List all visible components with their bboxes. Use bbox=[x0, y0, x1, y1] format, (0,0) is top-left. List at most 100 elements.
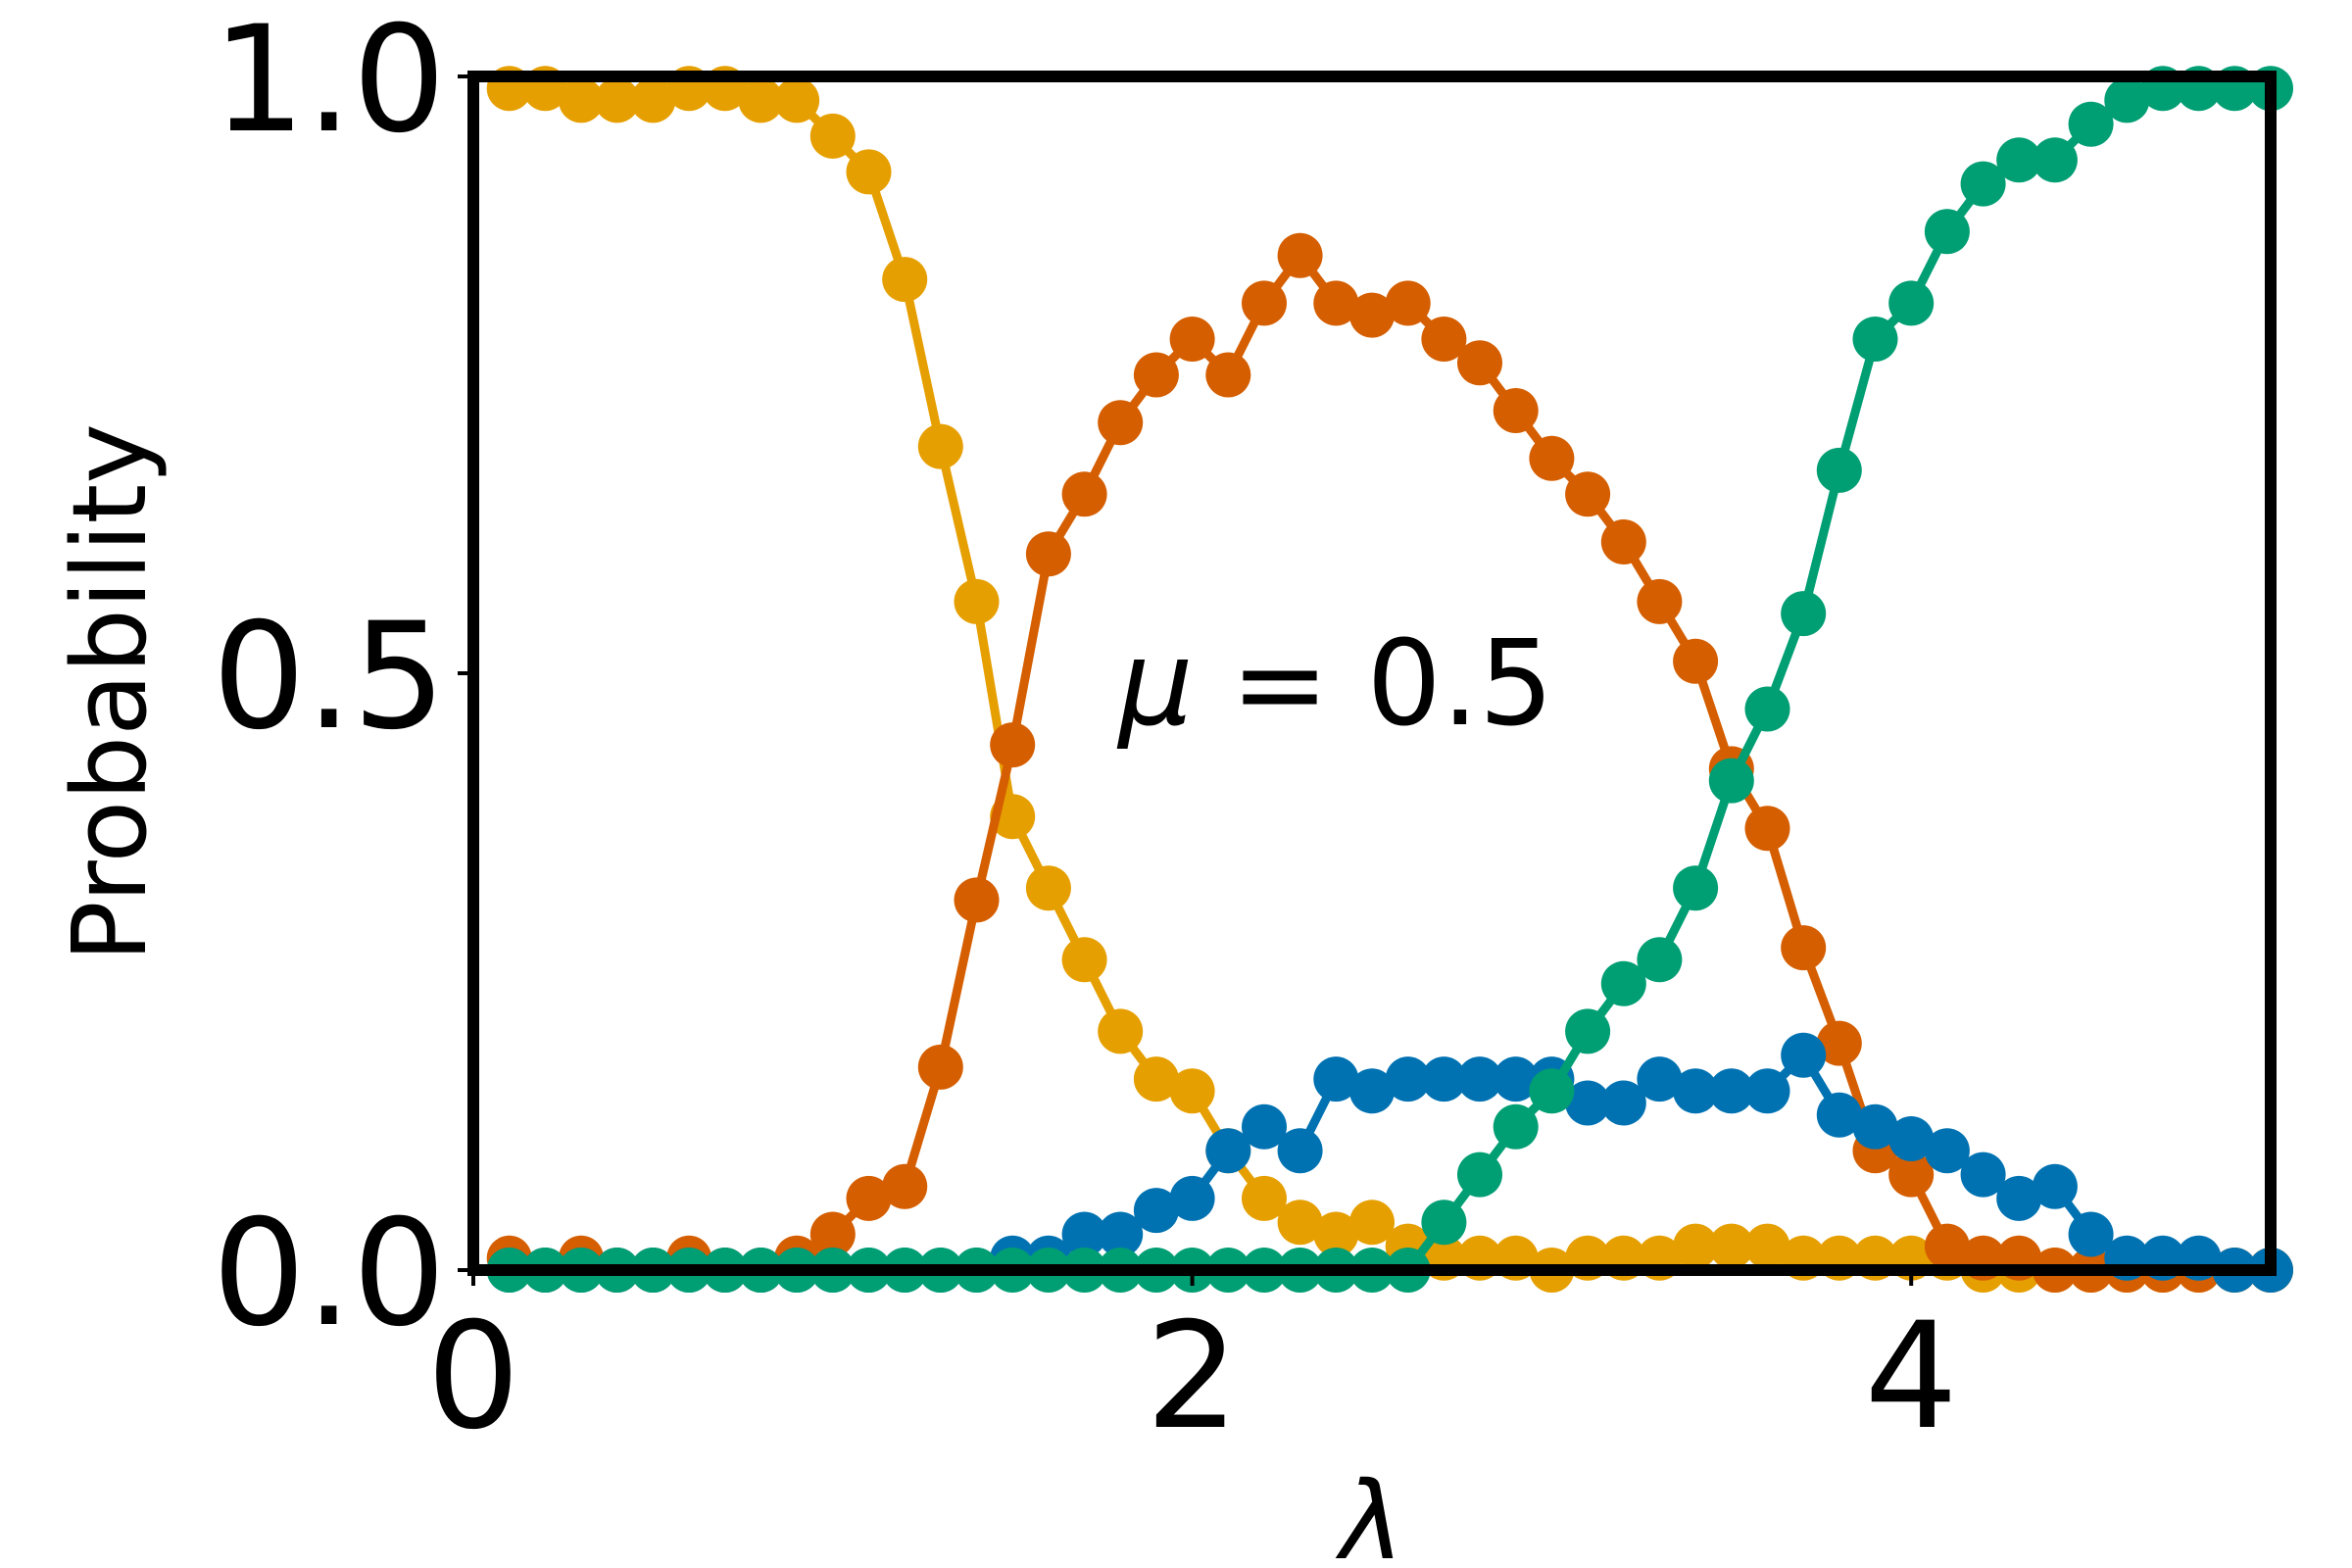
series-2-point bbox=[882, 1163, 928, 1209]
series-3-point bbox=[1888, 1116, 1935, 1161]
y-tick-label: 0.0 bbox=[212, 1189, 446, 1359]
series-2-point bbox=[1744, 806, 1790, 852]
mu-symbol: μ bbox=[1116, 616, 1193, 753]
series-4-point bbox=[1457, 1152, 1502, 1198]
series-3-point bbox=[1600, 1080, 1646, 1126]
series-1-point bbox=[846, 149, 892, 195]
series-2-point bbox=[1385, 280, 1431, 326]
series-3-point bbox=[1924, 1128, 1970, 1174]
y-tick-label: 1.0 bbox=[212, 0, 446, 166]
series-2-point bbox=[1061, 471, 1107, 517]
series-3-point bbox=[1061, 1211, 1107, 1257]
series-4-point bbox=[1529, 1068, 1575, 1114]
series-1-point bbox=[594, 77, 640, 123]
series-2-point bbox=[990, 722, 1036, 768]
series-1-point bbox=[1277, 1200, 1323, 1246]
series-4-point bbox=[1924, 209, 1970, 255]
series-1-point bbox=[559, 77, 604, 123]
series-3-point bbox=[1098, 1211, 1144, 1257]
series-4-point bbox=[1888, 280, 1935, 326]
series-4-point bbox=[1781, 591, 1827, 637]
series-3-point bbox=[1242, 1103, 1287, 1150]
mu-value: = 0.5 bbox=[1194, 616, 1554, 753]
series-4-point bbox=[1852, 317, 1898, 362]
y-tick-label: 0.5 bbox=[212, 592, 446, 762]
series-1-point bbox=[1349, 1200, 1395, 1246]
series-4-point bbox=[1708, 758, 1754, 804]
series-4-point bbox=[2068, 101, 2114, 147]
series-4-point bbox=[1565, 1008, 1611, 1054]
series-1-point bbox=[630, 77, 676, 123]
x-tick-label: 0 bbox=[426, 1292, 519, 1462]
series-4-point bbox=[1421, 1200, 1467, 1246]
series-2-point bbox=[1673, 638, 1719, 684]
series-4-point bbox=[1996, 137, 2042, 183]
series-4-point bbox=[1673, 865, 1719, 911]
x-tick-label: 4 bbox=[1864, 1292, 1957, 1462]
ticks-layer: 0 2 4 0.0 0.5 1.0 bbox=[212, 0, 1957, 1462]
series-1-point bbox=[917, 423, 963, 469]
series-3-point bbox=[1349, 1068, 1395, 1114]
x-axis-title: λ bbox=[1335, 1458, 1403, 1568]
series-3-point bbox=[1960, 1152, 2006, 1198]
series-2-point bbox=[1637, 578, 1683, 624]
series-2-point bbox=[1565, 471, 1611, 517]
series-2-point bbox=[1313, 280, 1359, 326]
series-2-point bbox=[1169, 317, 1215, 362]
series-3-point bbox=[1708, 1068, 1754, 1114]
series-2-point bbox=[1277, 232, 1323, 278]
series-3-point bbox=[1673, 1068, 1719, 1114]
series-3-point bbox=[1852, 1103, 1898, 1150]
series-1-point bbox=[738, 77, 784, 123]
series-1-point bbox=[1313, 1211, 1359, 1257]
series-1-point bbox=[774, 77, 820, 123]
series-2-point bbox=[917, 1044, 963, 1090]
series-2-point bbox=[1888, 1152, 1935, 1198]
series-3-point bbox=[1493, 1056, 1539, 1102]
series-4-point bbox=[2104, 77, 2150, 123]
series-3-point bbox=[2032, 1163, 2078, 1209]
series-1-point bbox=[1673, 1223, 1719, 1269]
series-2-point bbox=[1600, 519, 1646, 564]
series-3-point bbox=[1781, 1032, 1827, 1078]
series-3-point bbox=[1385, 1056, 1431, 1102]
series-1-point bbox=[1169, 1068, 1215, 1114]
series-3-point bbox=[1133, 1188, 1179, 1234]
series-2-point bbox=[1025, 531, 1071, 577]
series-1-point bbox=[954, 578, 1000, 624]
series-2-point bbox=[954, 877, 1000, 923]
series-2-point bbox=[1529, 435, 1575, 481]
series-3-point bbox=[1313, 1056, 1359, 1102]
series-2-point bbox=[1242, 280, 1287, 326]
series-2-line bbox=[508, 251, 2271, 1275]
series-2-point bbox=[1133, 352, 1179, 398]
series-1-point bbox=[1098, 1008, 1144, 1054]
series-4-point bbox=[1637, 937, 1683, 983]
series-2-point bbox=[1205, 352, 1251, 398]
series-3-point bbox=[1637, 1056, 1683, 1102]
series-1-point bbox=[1744, 1223, 1790, 1269]
series-4-point bbox=[1816, 447, 1862, 493]
x-tick-label: 2 bbox=[1146, 1292, 1239, 1462]
series-3-point bbox=[1816, 1092, 1862, 1138]
series-1-point bbox=[1061, 937, 1107, 983]
series-4-point bbox=[1600, 960, 1646, 1006]
series-2-point bbox=[1098, 400, 1144, 446]
mu-annotation: μ = 0.5 bbox=[1116, 616, 1553, 753]
series-3-point bbox=[1169, 1175, 1215, 1221]
series-2 bbox=[486, 232, 2293, 1293]
series-2-point bbox=[846, 1175, 892, 1221]
series-4-point bbox=[1960, 161, 2006, 207]
series-2-point bbox=[1349, 292, 1395, 338]
series-1-point bbox=[1133, 1056, 1179, 1102]
series-1-point bbox=[1708, 1223, 1754, 1269]
series-3-point bbox=[1565, 1080, 1611, 1126]
series-4-point bbox=[1744, 686, 1790, 732]
series-2-point bbox=[1421, 317, 1467, 362]
series-2-point bbox=[1816, 1020, 1862, 1066]
series-2-point bbox=[1924, 1223, 1970, 1269]
series-3-point bbox=[1996, 1175, 2042, 1221]
series-2-point bbox=[1457, 340, 1502, 386]
